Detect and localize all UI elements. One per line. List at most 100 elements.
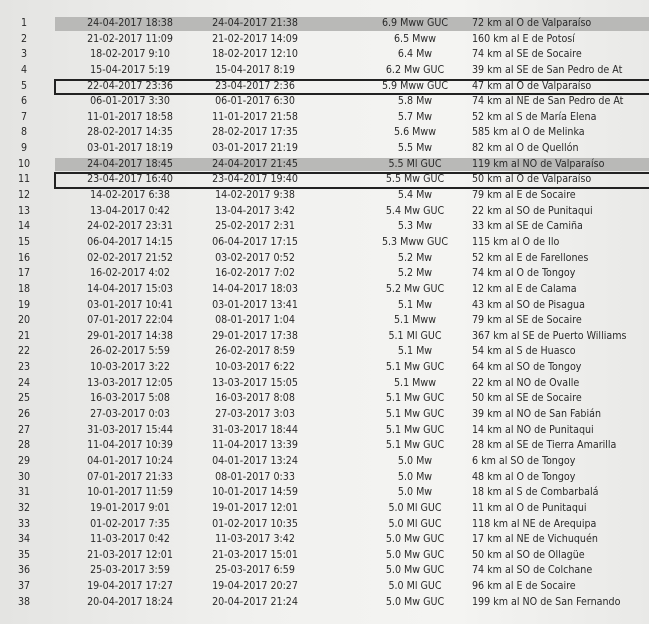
reference-location: 74 km al SE de Socaire: [472, 48, 582, 61]
table-row: 21 29-01-2017 14:38 29-01-2017 17:38 5.1 Ml…: [0, 329, 649, 345]
reference-location: 12 km al E de Calama: [472, 282, 577, 295]
utc-datetime: 16-03-2017 5:08: [90, 392, 170, 405]
row-number: 35: [17, 548, 31, 561]
table-row: 31 10-01-2017 11:59 10-01-2017 14:59 5.0 Mw…: [0, 485, 649, 501]
magnitude: 5.0 Mw GUC: [385, 564, 445, 577]
row-number: 15: [17, 235, 31, 248]
utc-datetime: 01-02-2017 7:35: [90, 517, 170, 530]
row-number: 5: [20, 79, 28, 92]
row-number: 21: [17, 329, 31, 342]
reference-location: 43 km al SO de Pisagua: [472, 298, 585, 311]
utc-datetime: 11-01-2017 18:58: [87, 110, 173, 123]
local-datetime: 01-02-2017 10:35: [212, 517, 298, 530]
reference-location: 39 km al NO de San Fabián: [472, 408, 601, 421]
local-datetime: 19-04-2017 20:27: [212, 580, 298, 593]
reference-location: 47 km al O de Valparaíso: [472, 79, 592, 92]
reference-location: 74 km al SO de Colchane: [472, 564, 593, 577]
row-number: 2: [20, 32, 28, 45]
reference-location: 52 km al E de Farellones: [472, 251, 589, 264]
row-number: 7: [20, 110, 28, 123]
row-number: 20: [17, 314, 31, 327]
reference-location: 39 km al SE de San Pedro de At: [472, 63, 623, 76]
row-number: 25: [17, 392, 31, 405]
reference-location: 6 km al SO de Tongoy: [472, 454, 576, 467]
local-datetime: 11-03-2017 3:42: [215, 533, 295, 546]
local-datetime: 27-03-2017 3:03: [215, 408, 295, 421]
reference-location: 52 km al S de María Elena: [472, 110, 597, 123]
utc-datetime: 03-01-2017 18:19: [87, 142, 173, 155]
local-datetime: 13-03-2017 15:05: [212, 376, 298, 389]
utc-datetime: 06-01-2017 3:30: [90, 95, 170, 108]
table-row: 5 22-04-2017 23:36 23-04-2017 2:36 5.9 Mww …: [0, 78, 649, 96]
row-number: 22: [17, 345, 31, 358]
utc-datetime: 25-03-2017 3:59: [90, 564, 170, 577]
utc-datetime: 13-04-2017 0:42: [90, 204, 170, 217]
local-datetime: 23-04-2017 19:40: [212, 173, 298, 186]
table-row: 24 13-03-2017 12:05 13-03-2017 15:05 5.1 Mw…: [0, 376, 649, 392]
magnitude: 5.0 Ml GUC: [388, 501, 442, 514]
local-datetime: 14-04-2017 18:03: [212, 282, 298, 295]
row-number: 34: [17, 533, 31, 546]
row-number: 10: [17, 157, 31, 170]
local-datetime: 25-02-2017 2:31: [215, 220, 295, 233]
reference-location: 115 km al O de Ilo: [472, 235, 560, 248]
local-datetime: 13-04-2017 3:42: [215, 204, 295, 217]
magnitude: 5.3 Mww GUC: [381, 235, 449, 248]
local-datetime: 08-01-2017 1:04: [215, 314, 295, 327]
utc-datetime: 07-01-2017 21:33: [87, 470, 173, 483]
magnitude: 5.1 Mw GUC: [385, 439, 445, 452]
magnitude: 5.1 Mww: [394, 376, 436, 389]
row-number: 37: [17, 580, 31, 593]
row-number: 8: [20, 126, 28, 139]
local-datetime: 29-01-2017 17:38: [212, 329, 298, 342]
table-row: 22 26-02-2017 5:59 26-02-2017 8:59 5.1 Mw 54…: [0, 344, 649, 360]
reference-location: 118 km al NE de Arequipa: [472, 517, 597, 530]
local-datetime: 16-03-2017 8:08: [215, 392, 295, 405]
local-datetime: 14-02-2017 9:38: [215, 189, 295, 202]
table-row: 10 24-04-2017 18:45 24-04-2017 21:45 5.5 Ml…: [0, 157, 649, 173]
magnitude: 5.0 Mw: [397, 486, 433, 499]
reference-location: 79 km al E de Socaire: [472, 189, 576, 202]
table-row: 7 11-01-2017 18:58 11-01-2017 21:58 5.7 Mw 5…: [0, 110, 649, 126]
row-number: 6: [20, 95, 28, 108]
reference-location: 54 km al S de Huasco: [472, 345, 576, 358]
utc-datetime: 21-02-2017 11:09: [87, 32, 173, 45]
row-outline: [54, 78, 649, 96]
row-number: 16: [17, 251, 31, 264]
reference-location: 64 km al SO de Tongoy: [472, 361, 582, 374]
utc-datetime: 11-04-2017 10:39: [87, 439, 173, 452]
table-row: 19 03-01-2017 10:41 03-01-2017 13:41 5.1 Mw…: [0, 298, 649, 314]
utc-datetime: 15-04-2017 5:19: [90, 63, 170, 76]
utc-datetime: 02-02-2017 21:52: [87, 251, 173, 264]
local-datetime: 18-02-2017 12:10: [212, 48, 298, 61]
utc-datetime: 24-04-2017 18:45: [87, 157, 173, 170]
utc-datetime: 26-02-2017 5:59: [90, 345, 170, 358]
table-row: 14 24-02-2017 23:31 25-02-2017 2:31 5.3 Mw 3…: [0, 219, 649, 235]
local-datetime: 26-02-2017 8:59: [215, 345, 295, 358]
table-row: 32 19-01-2017 9:01 19-01-2017 12:01 5.0 Ml …: [0, 501, 649, 517]
magnitude: 5.2 Mw: [397, 267, 433, 280]
magnitude: 5.0 Mw: [397, 470, 433, 483]
row-number: 14: [17, 220, 31, 233]
table-row: 33 01-02-2017 7:35 01-02-2017 10:35 5.0 Ml …: [0, 517, 649, 533]
reference-location: 96 km al E de Socaire: [472, 580, 576, 593]
utc-datetime: 11-03-2017 0:42: [90, 533, 170, 546]
magnitude: 5.2 Mw: [397, 251, 433, 264]
table-row: 29 04-01-2017 10:24 04-01-2017 13:24 5.0 Mw…: [0, 454, 649, 470]
reference-location: 79 km al SE de Socaire: [472, 314, 582, 327]
magnitude: 5.0 Mw GUC: [385, 595, 445, 608]
local-datetime: 08-01-2017 0:33: [215, 470, 295, 483]
local-datetime: 25-03-2017 6:59: [215, 564, 295, 577]
row-number: 18: [17, 282, 31, 295]
local-datetime: 21-02-2017 14:09: [212, 32, 298, 45]
row-number: 28: [17, 439, 31, 452]
row-highlight: [55, 157, 649, 172]
table-row: 23 10-03-2017 3:22 10-03-2017 6:22 5.1 Mw G…: [0, 360, 649, 376]
row-number: 11: [17, 173, 31, 186]
reference-location: 33 km al SE de Camiña: [472, 220, 583, 233]
reference-location: 22 km al NO de Ovalle: [472, 376, 580, 389]
magnitude: 5.2 Mw GUC: [385, 282, 445, 295]
magnitude: 5.3 Mw: [397, 220, 433, 233]
magnitude: 5.0 Mw: [397, 454, 433, 467]
magnitude: 5.9 Mww GUC: [381, 79, 449, 92]
